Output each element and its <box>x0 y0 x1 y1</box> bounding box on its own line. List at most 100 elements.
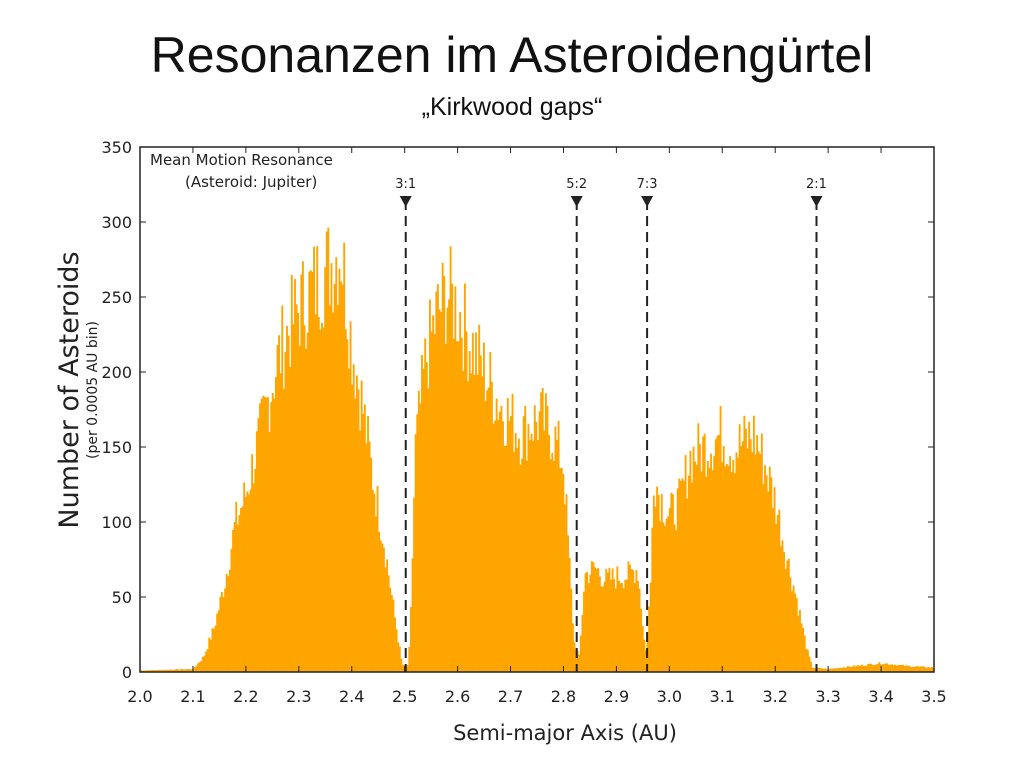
histogram-bar <box>381 543 384 672</box>
histogram-bar <box>386 559 389 672</box>
resonance-marker-7-3 <box>641 196 654 207</box>
histogram-bar <box>551 452 554 672</box>
histogram-bar <box>891 664 894 672</box>
x-tick-label: 3.1 <box>710 687 735 706</box>
histogram-bar <box>217 610 220 672</box>
histogram-bar <box>487 387 490 672</box>
histogram-bar <box>719 406 722 672</box>
histogram-bar <box>779 546 782 672</box>
histogram-bar <box>583 591 585 672</box>
histogram-bar <box>301 261 304 672</box>
histogram-bar <box>781 540 784 672</box>
histogram-bar <box>436 284 439 672</box>
x-tick-label: 2.3 <box>286 687 311 706</box>
x-tick-label: 2.8 <box>551 687 576 706</box>
histogram-bar <box>627 561 630 672</box>
histogram-bar <box>926 667 928 672</box>
histogram-bar <box>662 522 665 672</box>
histogram-bar <box>354 398 357 672</box>
histogram-bar <box>484 401 487 672</box>
histogram-bar <box>597 568 600 672</box>
histogram-bar <box>422 369 425 672</box>
histogram-bar <box>497 419 500 672</box>
histogram-bar <box>675 530 678 672</box>
resonance-label-3-1: 3:1 <box>395 177 416 192</box>
histogram-bar <box>622 588 625 672</box>
histogram-bar <box>351 384 354 672</box>
histogram-bar <box>767 491 770 672</box>
x-tick-label: 2.1 <box>180 687 205 706</box>
histogram-bar <box>349 321 352 672</box>
histogram-bar <box>346 339 349 672</box>
histogram-bar <box>451 283 454 672</box>
histogram-bar <box>594 567 597 672</box>
histogram-bar <box>444 343 447 672</box>
histogram-bar <box>679 480 682 672</box>
histogram-bar <box>590 561 593 672</box>
histogram-bar <box>791 591 793 672</box>
histogram-bar <box>521 458 524 672</box>
histogram-bar <box>498 411 501 672</box>
histogram-bar <box>174 669 177 672</box>
histogram-bar <box>905 665 908 672</box>
histogram-bar <box>824 668 827 672</box>
histogram-bar <box>308 271 311 672</box>
histogram-bar <box>154 670 157 672</box>
plot-frame <box>139 146 935 673</box>
histogram-bar <box>338 268 341 672</box>
histogram-bar <box>527 423 530 672</box>
histogram-bar <box>230 548 233 672</box>
histogram-bar <box>910 667 913 672</box>
histogram-bar <box>352 364 355 672</box>
histogram-bar <box>716 435 719 672</box>
histogram-bar <box>797 615 800 672</box>
histogram-bar <box>849 666 852 672</box>
histogram-bar <box>581 615 584 672</box>
histogram-bar <box>336 305 339 672</box>
histogram-bar <box>756 435 759 672</box>
histogram-bar <box>651 527 654 672</box>
histogram-bar <box>371 489 374 672</box>
histogram-bar <box>417 390 420 672</box>
histogram-bar <box>889 664 892 672</box>
histogram-bar <box>648 606 651 672</box>
histogram-bar <box>916 666 919 672</box>
histogram-bar <box>514 433 517 672</box>
histogram-bar <box>400 658 403 672</box>
histogram-bar <box>868 663 871 672</box>
histogram-bar <box>806 649 809 672</box>
histogram-bar <box>884 663 887 672</box>
histogram-bar <box>416 414 419 672</box>
histogram-bar <box>721 462 724 672</box>
histogram-bar <box>541 387 544 672</box>
histogram-bar <box>159 669 161 672</box>
histogram-bar <box>216 613 219 672</box>
histogram-bar <box>429 299 431 672</box>
x-tick-label: 3.5 <box>921 687 946 706</box>
histogram-bar <box>490 381 493 672</box>
histogram-bar <box>370 457 373 672</box>
histogram-bar <box>930 667 933 672</box>
histogram-bar <box>665 518 668 672</box>
histogram-bar <box>459 312 462 672</box>
histogram-bar <box>741 441 744 672</box>
histogram-bar <box>635 570 638 672</box>
histogram-bar <box>706 460 709 672</box>
histogram-bar <box>776 515 779 672</box>
histogram-bar <box>838 667 841 672</box>
x-axis-title: Semi-major Axis (AU) <box>453 721 677 745</box>
histogram-bar <box>532 441 535 672</box>
histogram-bar <box>155 670 158 672</box>
histogram-bar <box>659 521 662 672</box>
histogram-bar <box>471 332 474 672</box>
histogram-bar <box>297 313 300 672</box>
histogram-bar <box>470 373 473 672</box>
histogram-bar <box>883 664 886 672</box>
histogram-bar <box>519 464 522 672</box>
histogram-bar <box>549 459 552 672</box>
histogram-bar <box>565 494 568 672</box>
histogram-bar <box>681 478 684 672</box>
x-tick-label: 2.0 <box>127 687 152 706</box>
histogram-bar <box>571 623 574 672</box>
y-axis-subtitle: (per 0.0005 AU bin) <box>85 321 101 459</box>
